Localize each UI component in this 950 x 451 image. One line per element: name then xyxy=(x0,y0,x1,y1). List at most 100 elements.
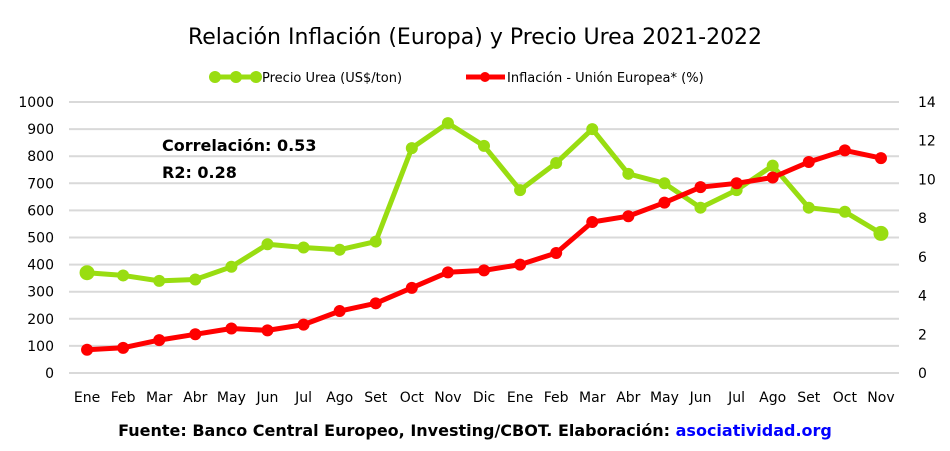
source-link[interactable]: asociatividad.org xyxy=(676,421,832,440)
y-right-tick-label: 10 xyxy=(918,172,936,188)
x-tick-label: Abr xyxy=(616,390,640,406)
data-point xyxy=(405,142,418,155)
x-tick-label: Feb xyxy=(111,390,136,406)
data-point xyxy=(153,334,166,347)
y-left-tick-label: 300 xyxy=(27,285,54,301)
data-point xyxy=(333,243,346,256)
y-right-tick-label: 0 xyxy=(918,366,927,382)
data-point xyxy=(802,156,815,169)
data-point xyxy=(550,246,563,259)
data-point xyxy=(261,324,274,337)
y-left-tick-label: 900 xyxy=(27,122,54,138)
x-tick-label: Set xyxy=(797,390,821,406)
x-tick-label: Jun xyxy=(256,390,279,406)
y-right-tick-label: 12 xyxy=(918,134,936,150)
legend-inflation-label: Inflación - Unión Europea* (%) xyxy=(507,71,704,86)
legend-urea-marker xyxy=(230,71,242,83)
y-left-tick-label: 100 xyxy=(27,339,54,355)
legend-inflation-marker xyxy=(480,72,490,82)
data-point xyxy=(478,264,490,277)
data-point xyxy=(658,196,671,209)
x-tick-label: Mar xyxy=(579,390,606,406)
data-point xyxy=(405,281,418,294)
data-point xyxy=(117,341,130,354)
series-inflation xyxy=(81,144,887,356)
data-point xyxy=(622,167,635,180)
data-point xyxy=(225,322,238,335)
x-tick-label: Ago xyxy=(326,390,353,406)
data-point xyxy=(838,144,851,157)
x-tick-label: Jun xyxy=(689,390,712,406)
y-left-tick-label: 700 xyxy=(27,176,54,192)
y-axis-left: 0 100 200 300 400 500 600 700 800 900 1000 xyxy=(18,95,54,382)
source-text: Fuente: Banco Central Europeo, Investing… xyxy=(118,421,676,440)
x-tick-label: Jul xyxy=(294,390,312,406)
y-left-tick-label: 200 xyxy=(27,312,54,328)
legend-urea-marker xyxy=(209,71,221,83)
data-point xyxy=(730,177,743,190)
x-tick-label: Ago xyxy=(759,390,786,406)
data-point xyxy=(550,156,563,169)
x-tick-label: May xyxy=(217,390,246,406)
x-tick-label: Dic xyxy=(473,390,495,406)
y-right-tick-label: 6 xyxy=(918,250,927,266)
data-point xyxy=(586,216,599,229)
data-point xyxy=(874,152,887,165)
x-tick-label: Set xyxy=(364,390,388,406)
y-left-tick-label: 800 xyxy=(27,149,54,165)
y-right-tick-label: 2 xyxy=(918,327,927,343)
x-tick-label: Abr xyxy=(183,390,207,406)
data-point xyxy=(225,260,238,273)
data-point xyxy=(514,258,527,271)
x-tick-label: Nov xyxy=(434,390,461,406)
y-right-tick-label: 8 xyxy=(918,211,927,227)
data-point xyxy=(189,273,202,286)
data-point xyxy=(766,171,779,184)
data-point xyxy=(79,265,95,281)
data-point xyxy=(81,343,94,356)
chart-title: Relación Inflación (Europa) y Precio Ure… xyxy=(188,25,762,50)
data-point xyxy=(478,139,490,152)
data-point xyxy=(441,266,454,279)
x-axis: Ene Feb Mar Abr May Jun Jul Ago Set Oct Nov Dic Ene F… xyxy=(74,390,895,406)
y-left-tick-label: 1000 xyxy=(18,95,54,111)
legend-item-urea: Precio Urea (US$/ton) xyxy=(209,71,402,86)
data-point xyxy=(838,205,851,218)
data-point xyxy=(658,177,671,190)
data-point xyxy=(297,241,310,254)
data-point xyxy=(333,305,346,318)
y-left-tick-label: 400 xyxy=(27,258,54,274)
data-point xyxy=(261,238,274,251)
data-point xyxy=(622,210,635,223)
gridlines xyxy=(69,101,899,374)
data-point xyxy=(766,159,779,172)
legend-urea-marker xyxy=(250,71,262,83)
x-tick-label: May xyxy=(650,390,679,406)
x-tick-label: Ene xyxy=(74,390,100,406)
data-point xyxy=(369,297,382,310)
legend-urea-label: Precio Urea (US$/ton) xyxy=(262,71,402,86)
correlation-annotation: Correlación: 0.53 xyxy=(162,136,316,155)
legend: Precio Urea (US$/ton) Inflación - Unión … xyxy=(209,71,704,86)
x-tick-label: Oct xyxy=(833,390,858,406)
data-point xyxy=(694,181,707,194)
y-left-tick-label: 500 xyxy=(27,231,54,247)
data-point xyxy=(369,235,382,248)
data-point xyxy=(586,123,599,136)
y-axis-right: 0 2 4 6 8 10 12 14 xyxy=(918,95,936,382)
y-left-tick-label: 600 xyxy=(27,203,54,219)
data-point xyxy=(802,201,815,214)
y-left-tick-label: 0 xyxy=(45,366,54,382)
data-point xyxy=(153,274,166,287)
x-tick-label: Ene xyxy=(507,390,533,406)
data-point xyxy=(514,184,527,197)
data-point xyxy=(297,318,310,331)
x-tick-label: Nov xyxy=(867,390,894,406)
data-point xyxy=(117,269,130,282)
data-point xyxy=(873,225,889,241)
legend-item-inflation: Inflación - Unión Europea* (%) xyxy=(466,71,704,86)
y-right-tick-label: 4 xyxy=(918,289,927,305)
x-tick-label: Mar xyxy=(146,390,173,406)
series-layer xyxy=(79,117,889,356)
